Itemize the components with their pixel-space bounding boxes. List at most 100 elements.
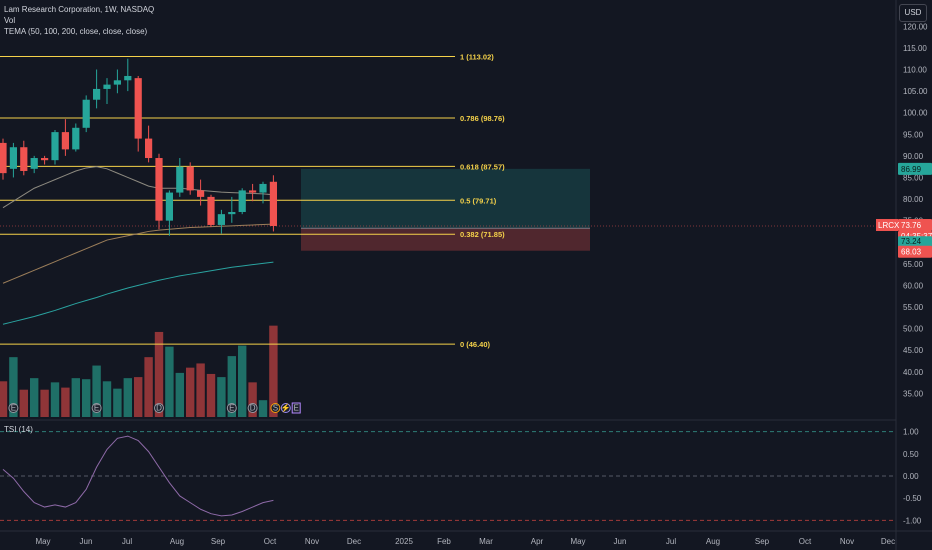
target-price-tag: 86.99: [898, 162, 932, 175]
time-axis-label: Aug: [170, 537, 184, 546]
event-marker[interactable]: E: [91, 403, 102, 413]
candle-body: [155, 158, 163, 221]
candle-body: [249, 190, 257, 193]
earnings-marker-icon: [226, 403, 237, 413]
price-axis-label: 85.00: [903, 173, 924, 182]
time-axis-label: Nov: [840, 537, 854, 546]
earnings-marker-icon: [291, 402, 301, 414]
price-axis-label: 40.00: [903, 368, 924, 377]
earnings-marker-icon: [8, 403, 19, 413]
candle-body: [72, 127, 80, 150]
tema-legend[interactable]: TEMA (50, 100, 200, close, close, close): [4, 27, 148, 36]
price-axis-label: 100.00: [903, 109, 928, 118]
volume-bar: [154, 331, 164, 417]
candle-body: [228, 212, 236, 215]
event-marker[interactable]: S: [270, 403, 281, 413]
event-marker-label: E: [294, 404, 299, 413]
volume-bar: [113, 388, 122, 417]
split-marker-icon: [270, 403, 281, 413]
price-axis-label: 50.00: [903, 325, 924, 334]
event-marker[interactable]: D: [247, 403, 258, 413]
event-marker[interactable]: ⚡: [280, 403, 291, 413]
time-axis-label: Mar: [479, 537, 493, 546]
volume-bar: [238, 345, 247, 417]
candle-body: [269, 181, 277, 226]
symbol-tag-text: LRCX: [878, 221, 900, 230]
volume-bar: [19, 389, 28, 417]
event-marker[interactable]: D: [154, 403, 164, 413]
candle-body: [9, 147, 17, 169]
time-axis-label: Sep: [755, 537, 770, 546]
event-marker[interactable]: E: [291, 402, 301, 414]
time-axis-label: May: [570, 537, 585, 546]
event-marker[interactable]: E: [226, 403, 237, 413]
tsi-axis-label: -1.00: [903, 516, 922, 525]
fib-level-label: 0 (46.40): [460, 340, 491, 349]
price-axis-label: 80.00: [903, 195, 924, 204]
volume-bar: [165, 346, 174, 417]
price-axis-label: 55.00: [903, 303, 924, 312]
volume-bar: [248, 382, 257, 417]
last-price-tag-bg: [898, 218, 932, 231]
time-axis-label: Apr: [531, 537, 544, 546]
tsi-axis-label: 0.00: [903, 472, 919, 481]
time-axis-label: Jul: [666, 537, 676, 546]
candle-body: [176, 166, 184, 193]
event-marker-label: E: [94, 404, 99, 413]
volume-bar: [206, 373, 216, 417]
price-axis-label: 105.00: [903, 87, 928, 96]
time-axis-label: Feb: [437, 537, 451, 546]
candle-body: [238, 190, 246, 212]
event-marker-label: S: [273, 404, 278, 413]
volume-legend[interactable]: Vol: [4, 16, 16, 25]
tema-200-line: [2, 261, 274, 325]
symbol-title[interactable]: Lam Research Corporation, 1W, NASDAQ: [4, 5, 155, 14]
price-axis-label: 115.00: [903, 44, 927, 53]
tsi-legend[interactable]: TSI (14): [4, 425, 33, 434]
candle-body: [0, 142, 7, 174]
target-price-tag-bg: [898, 162, 932, 175]
time-axis-label: Oct: [799, 537, 812, 546]
time-axis-label: Dec: [881, 537, 895, 546]
dividend-marker-icon: [154, 403, 164, 413]
candle-body: [103, 84, 111, 89]
position-profit-zone: [301, 168, 590, 229]
currency-button[interactable]: USD: [899, 4, 927, 22]
volume-bar: [269, 325, 278, 417]
time-axis-label: 2025: [395, 537, 413, 546]
volume-bar: [227, 356, 236, 417]
candle-body: [134, 78, 142, 139]
candle-body: [259, 183, 267, 193]
tsi-axis-label: 0.50: [903, 450, 919, 459]
candle-body: [217, 214, 225, 225]
chart-legend: Lam Research Corporation, 1W, NASDAQ Vol…: [4, 4, 154, 37]
time-axis-label: Oct: [264, 537, 277, 546]
candle-body: [124, 75, 132, 81]
time-axis-label: Jul: [122, 537, 132, 546]
volume-bar: [134, 377, 143, 417]
stop-price-tag-text: 68.03: [901, 248, 922, 257]
fib-level-label: 0.5 (79.71): [460, 196, 497, 205]
tema-50-line: [2, 166, 274, 209]
volume-bar: [186, 367, 195, 417]
candle-body: [61, 132, 69, 150]
volume-bar: [175, 372, 184, 417]
price-axis-label: 45.00: [903, 346, 924, 355]
event-marker-label: ⚡: [281, 403, 291, 413]
tema-100-line: [2, 223, 274, 284]
entry-price-tag: 73.24: [898, 236, 932, 248]
volume-bar: [30, 378, 39, 417]
position-loss-zone: [301, 228, 590, 251]
event-marker[interactable]: E: [8, 403, 19, 413]
entry-price-tag-text: 73.24: [901, 237, 922, 246]
event-marker-label: D: [156, 404, 162, 413]
symbol-price-tag: LRCX: [876, 218, 900, 231]
time-axis-label: May: [35, 537, 50, 546]
volume-bar: [50, 382, 60, 417]
candle-body: [82, 99, 90, 128]
volume-bar: [196, 363, 205, 417]
volume-bar: [258, 400, 268, 417]
candle-body: [113, 80, 121, 85]
